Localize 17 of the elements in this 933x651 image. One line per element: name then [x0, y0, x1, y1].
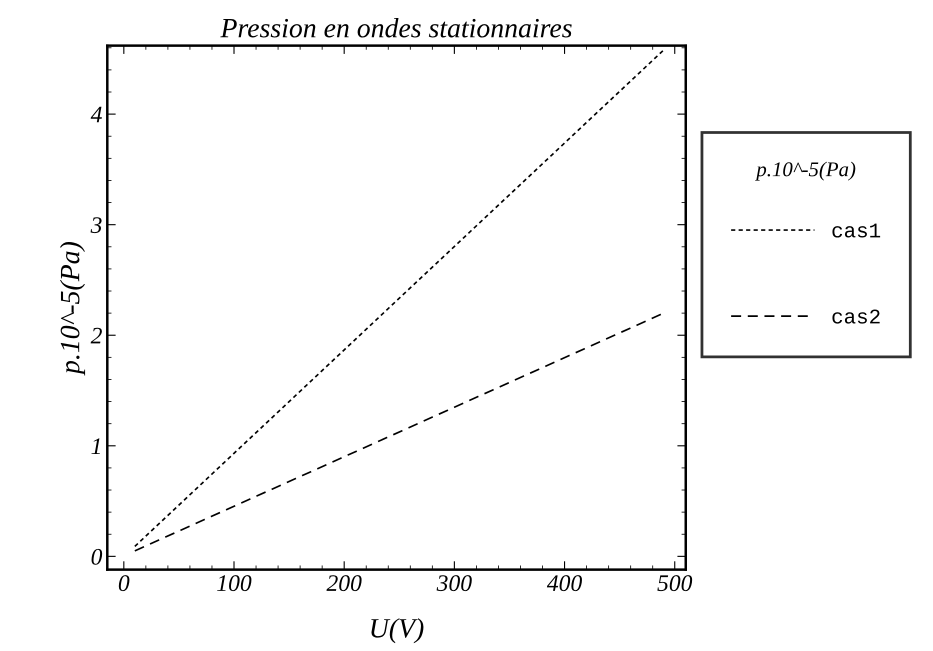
x-tick-label: 500 — [657, 575, 692, 592]
y-tick-label: 1 — [91, 438, 100, 454]
legend-title: p.10^-5(Pa) — [755, 162, 856, 181]
chart-title: Pression en ondes stationnaires — [220, 18, 572, 38]
y-tick-label: 0 — [92, 548, 102, 565]
x-tick-label: 200 — [326, 575, 362, 592]
legend-label: cas1 — [832, 224, 880, 238]
x-tick-label: 100 — [217, 575, 252, 592]
legend-label: cas2 — [832, 309, 880, 324]
x-axis-title: U(V) — [371, 618, 424, 644]
y-axis-title: p.10^-5(Pa) — [60, 242, 86, 376]
x-tick-label: 0 — [118, 575, 130, 592]
y-tick-label: 3 — [90, 217, 102, 234]
x-tick-label: 300 — [436, 575, 472, 592]
x-tick-label: 400 — [546, 575, 582, 592]
y-tick-label: 4 — [90, 106, 102, 122]
y-tick-label: 2 — [90, 328, 102, 344]
